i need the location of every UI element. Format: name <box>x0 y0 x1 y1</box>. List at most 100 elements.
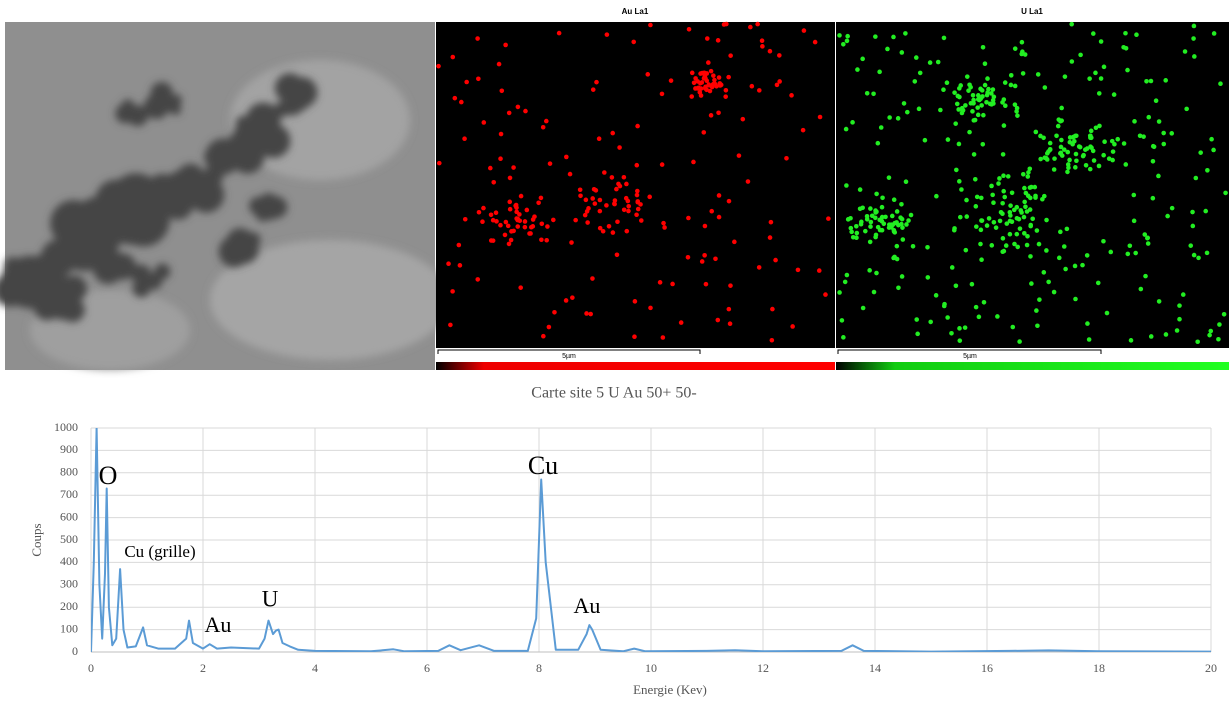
au-dot <box>816 268 822 273</box>
u-dot <box>912 79 918 84</box>
u-dot <box>1190 209 1195 215</box>
u-dot <box>1012 46 1018 51</box>
au-dot <box>706 82 712 87</box>
u-dot <box>986 216 992 221</box>
au-dot <box>662 225 667 230</box>
u-dot <box>1029 281 1034 286</box>
au-dot <box>481 120 487 125</box>
u-dot <box>1052 156 1057 161</box>
au-dot <box>691 80 697 86</box>
u-dot <box>980 142 986 147</box>
u-dot <box>1051 289 1057 295</box>
au-dot <box>491 179 497 185</box>
au-dot <box>626 203 632 209</box>
u-dot <box>997 218 1003 224</box>
u-dot <box>990 97 996 103</box>
u-dot <box>1017 226 1023 231</box>
u-dot <box>1058 144 1064 150</box>
au-dot <box>551 217 556 223</box>
u-dot <box>1101 64 1107 70</box>
u-dot <box>1083 162 1089 168</box>
u-dot <box>1061 147 1067 152</box>
u-dot <box>990 192 995 198</box>
u-dot <box>1019 210 1024 215</box>
au-dot <box>767 235 773 240</box>
au-dot <box>615 219 620 225</box>
au-dot <box>573 217 578 223</box>
scale-bar-label: 5µm <box>963 353 977 360</box>
u-dot <box>1028 254 1033 259</box>
u-dot <box>1217 322 1222 327</box>
u-dot <box>971 118 977 123</box>
u-dot <box>1146 114 1152 120</box>
au-dot <box>505 223 511 229</box>
au-dot <box>462 136 467 142</box>
u-dot <box>1204 250 1210 256</box>
u-dot <box>1065 162 1071 167</box>
au-dot <box>777 53 782 58</box>
u-dot <box>934 193 939 199</box>
au-dot <box>590 196 595 201</box>
au-dot <box>614 186 619 192</box>
u-dot <box>894 243 900 249</box>
u-dot <box>1027 166 1033 172</box>
u-dot <box>1123 30 1128 36</box>
peak-label: Au <box>574 593 601 618</box>
au-dot <box>507 175 513 181</box>
u-dot <box>972 176 978 182</box>
au-dot <box>638 202 643 207</box>
au-dot <box>715 38 721 43</box>
u-dot <box>1169 131 1175 136</box>
u-dot <box>1091 31 1096 36</box>
u-dot <box>1062 74 1068 79</box>
u-dot <box>1085 321 1090 326</box>
tem-particle <box>264 127 284 147</box>
au-dot <box>436 63 441 69</box>
tem-particle <box>104 189 159 245</box>
au-dot <box>686 27 692 32</box>
u-dot <box>1223 190 1228 196</box>
u-dot <box>979 103 984 108</box>
au-dot <box>457 263 463 268</box>
u-dot <box>1090 148 1096 154</box>
u-dot <box>1020 171 1026 177</box>
u-dot <box>1125 251 1131 257</box>
au-dot <box>635 123 640 129</box>
u-dot <box>1002 80 1008 85</box>
au-dot <box>515 224 521 229</box>
u-dot <box>905 109 910 115</box>
u-dot <box>1089 135 1094 141</box>
au-dot <box>590 276 595 281</box>
u-dot <box>957 326 962 331</box>
u-dot <box>908 212 914 218</box>
u-dot <box>1165 213 1170 219</box>
u-dot <box>837 290 842 295</box>
u-dot <box>854 223 859 229</box>
au-dot <box>436 160 442 166</box>
u-dot <box>957 94 962 100</box>
u-dot <box>1022 185 1027 191</box>
au-dot <box>699 80 705 85</box>
u-dot <box>967 129 972 135</box>
au-dot <box>718 82 724 88</box>
au-dot <box>515 104 521 110</box>
u-dot <box>1098 76 1104 81</box>
u-dot <box>1161 141 1167 147</box>
u-dot <box>971 100 976 106</box>
au-dot <box>624 181 629 187</box>
u-dot <box>844 183 849 188</box>
au-dot <box>498 222 503 228</box>
u-dot <box>1138 286 1144 292</box>
au-dot <box>661 220 666 226</box>
u-dot <box>1110 157 1115 163</box>
au-dot <box>597 208 603 214</box>
au-dot <box>517 212 522 217</box>
tem-particle <box>42 284 54 296</box>
au-dot <box>768 219 774 225</box>
peak-label: Cu (grille) <box>124 542 195 561</box>
au-dot <box>545 224 550 229</box>
u-dot <box>1011 207 1017 213</box>
u-map: U La1 5µm <box>836 7 1229 370</box>
au-dot <box>616 181 621 187</box>
au-dot <box>697 89 703 95</box>
